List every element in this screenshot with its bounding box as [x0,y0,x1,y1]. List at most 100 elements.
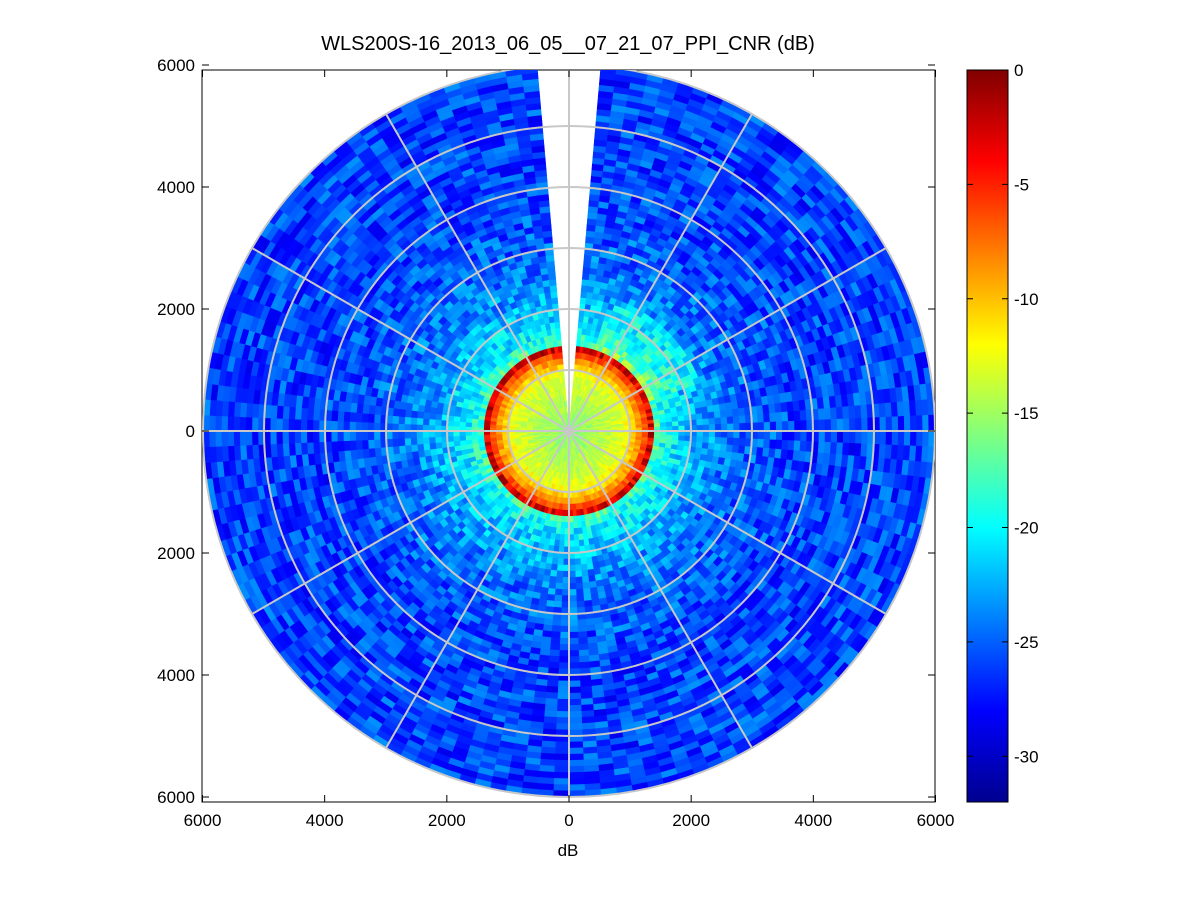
heatmap-cell [719,409,728,419]
heatmap-cell [647,423,655,428]
heatmap-cell [546,593,555,602]
heatmap-cell [543,710,558,718]
heatmap-cell [573,540,580,548]
heatmap-cell [860,404,868,419]
heatmap-cell [548,575,557,584]
heatmap-cell [576,619,587,627]
heatmap-cell [574,564,582,572]
heatmap-cell [581,722,596,730]
heatmap-cell [787,411,795,422]
heatmap-cell [891,416,899,432]
heatmap-cell [732,415,740,425]
heatmap-cell [581,272,591,281]
heatmap-cell [575,576,583,584]
heatmap-cell [574,570,583,578]
heatmap-cell [842,406,850,420]
heatmap-cell [854,405,862,419]
heatmap-cell [547,587,556,596]
heatmap-cell [549,649,560,657]
heatmap-cell [738,438,747,447]
heatmap-cell [701,442,710,450]
heatmap-cell [550,563,558,572]
heatmap-cell [568,698,582,706]
heatmap-cell [568,662,580,670]
heatmap-cell [702,418,710,426]
heatmap-cell [719,443,728,453]
heatmap-cell [578,649,589,657]
heatmap-cell [572,515,578,523]
heatmap-cell [817,441,826,454]
heatmap-cell [659,422,667,428]
heatmap-cell [763,421,771,432]
heatmap-cell [818,430,826,443]
heatmap-cell [799,440,807,453]
heatmap-cell [568,686,581,694]
heatmap-cell [830,418,838,432]
heatmap-cell [641,423,649,429]
heatmap-cell [583,254,593,262]
heatmap-cell [544,704,558,712]
heatmap-cell [763,413,771,423]
heatmap-cell [916,415,924,432]
heatmap-cell [568,765,585,773]
heatmap-cell [727,430,735,439]
heatmap-cell [836,442,844,456]
heatmap-cell [568,595,577,603]
heatmap-cell [559,533,565,542]
heatmap-cell [554,747,570,755]
heatmap-cell [769,412,777,423]
heatmap-cell [781,439,789,451]
heatmap-cell [581,575,590,584]
heatmap-cell [738,445,746,455]
heatmap-cell [860,443,868,458]
heatmap-cell [702,436,710,444]
heatmap-cell [769,430,777,441]
heatmap-cell [678,420,686,427]
heatmap-cell [653,422,661,428]
heatmap-cell [720,416,728,425]
heatmap-cell [818,419,826,432]
heatmap-cell [568,619,578,627]
heatmap-cell [578,655,590,663]
heatmap-cell [580,710,595,718]
heatmap-cell [549,643,561,651]
heatmap-cell [731,445,740,454]
heatmap-cell [855,417,863,432]
heatmap-cell [580,569,589,578]
heatmap-cell [781,421,789,432]
heatmap-cell [849,430,857,444]
heatmap-cell [544,698,558,706]
heatmap-cell [572,521,578,529]
heatmap-cell [678,435,686,442]
heatmap-cell [546,679,559,688]
heatmap-cell [885,430,893,446]
heatmap-cell [555,570,564,578]
heatmap-cell [568,704,582,712]
heatmap-cell [738,415,747,424]
heatmap-cell [824,419,832,432]
heatmap-cell [577,527,583,535]
heatmap-cell [922,414,930,432]
heatmap-cell [568,656,580,664]
heatmap-cell [574,558,582,566]
heatmap-cell [568,741,584,749]
heatmap-cell [775,439,783,450]
heatmap-cell [556,692,570,700]
heatmap-cell [568,680,581,688]
heatmap-cell [707,411,716,420]
heatmap-cell [568,643,579,651]
heatmap-cell [554,588,563,596]
heatmap-cell [922,430,930,448]
heatmap-cell [909,415,918,432]
heatmap-cell [781,411,789,423]
heatmap-cell [726,437,734,446]
heatmap-cell [559,637,570,645]
heatmap-cell [577,643,589,651]
heatmap-cell [836,430,844,444]
heatmap-cell [556,711,570,719]
heatmap-cell [714,437,722,445]
heatmap-cell [543,716,557,724]
heatmap-cell [903,415,911,432]
heatmap-cell [581,278,590,287]
